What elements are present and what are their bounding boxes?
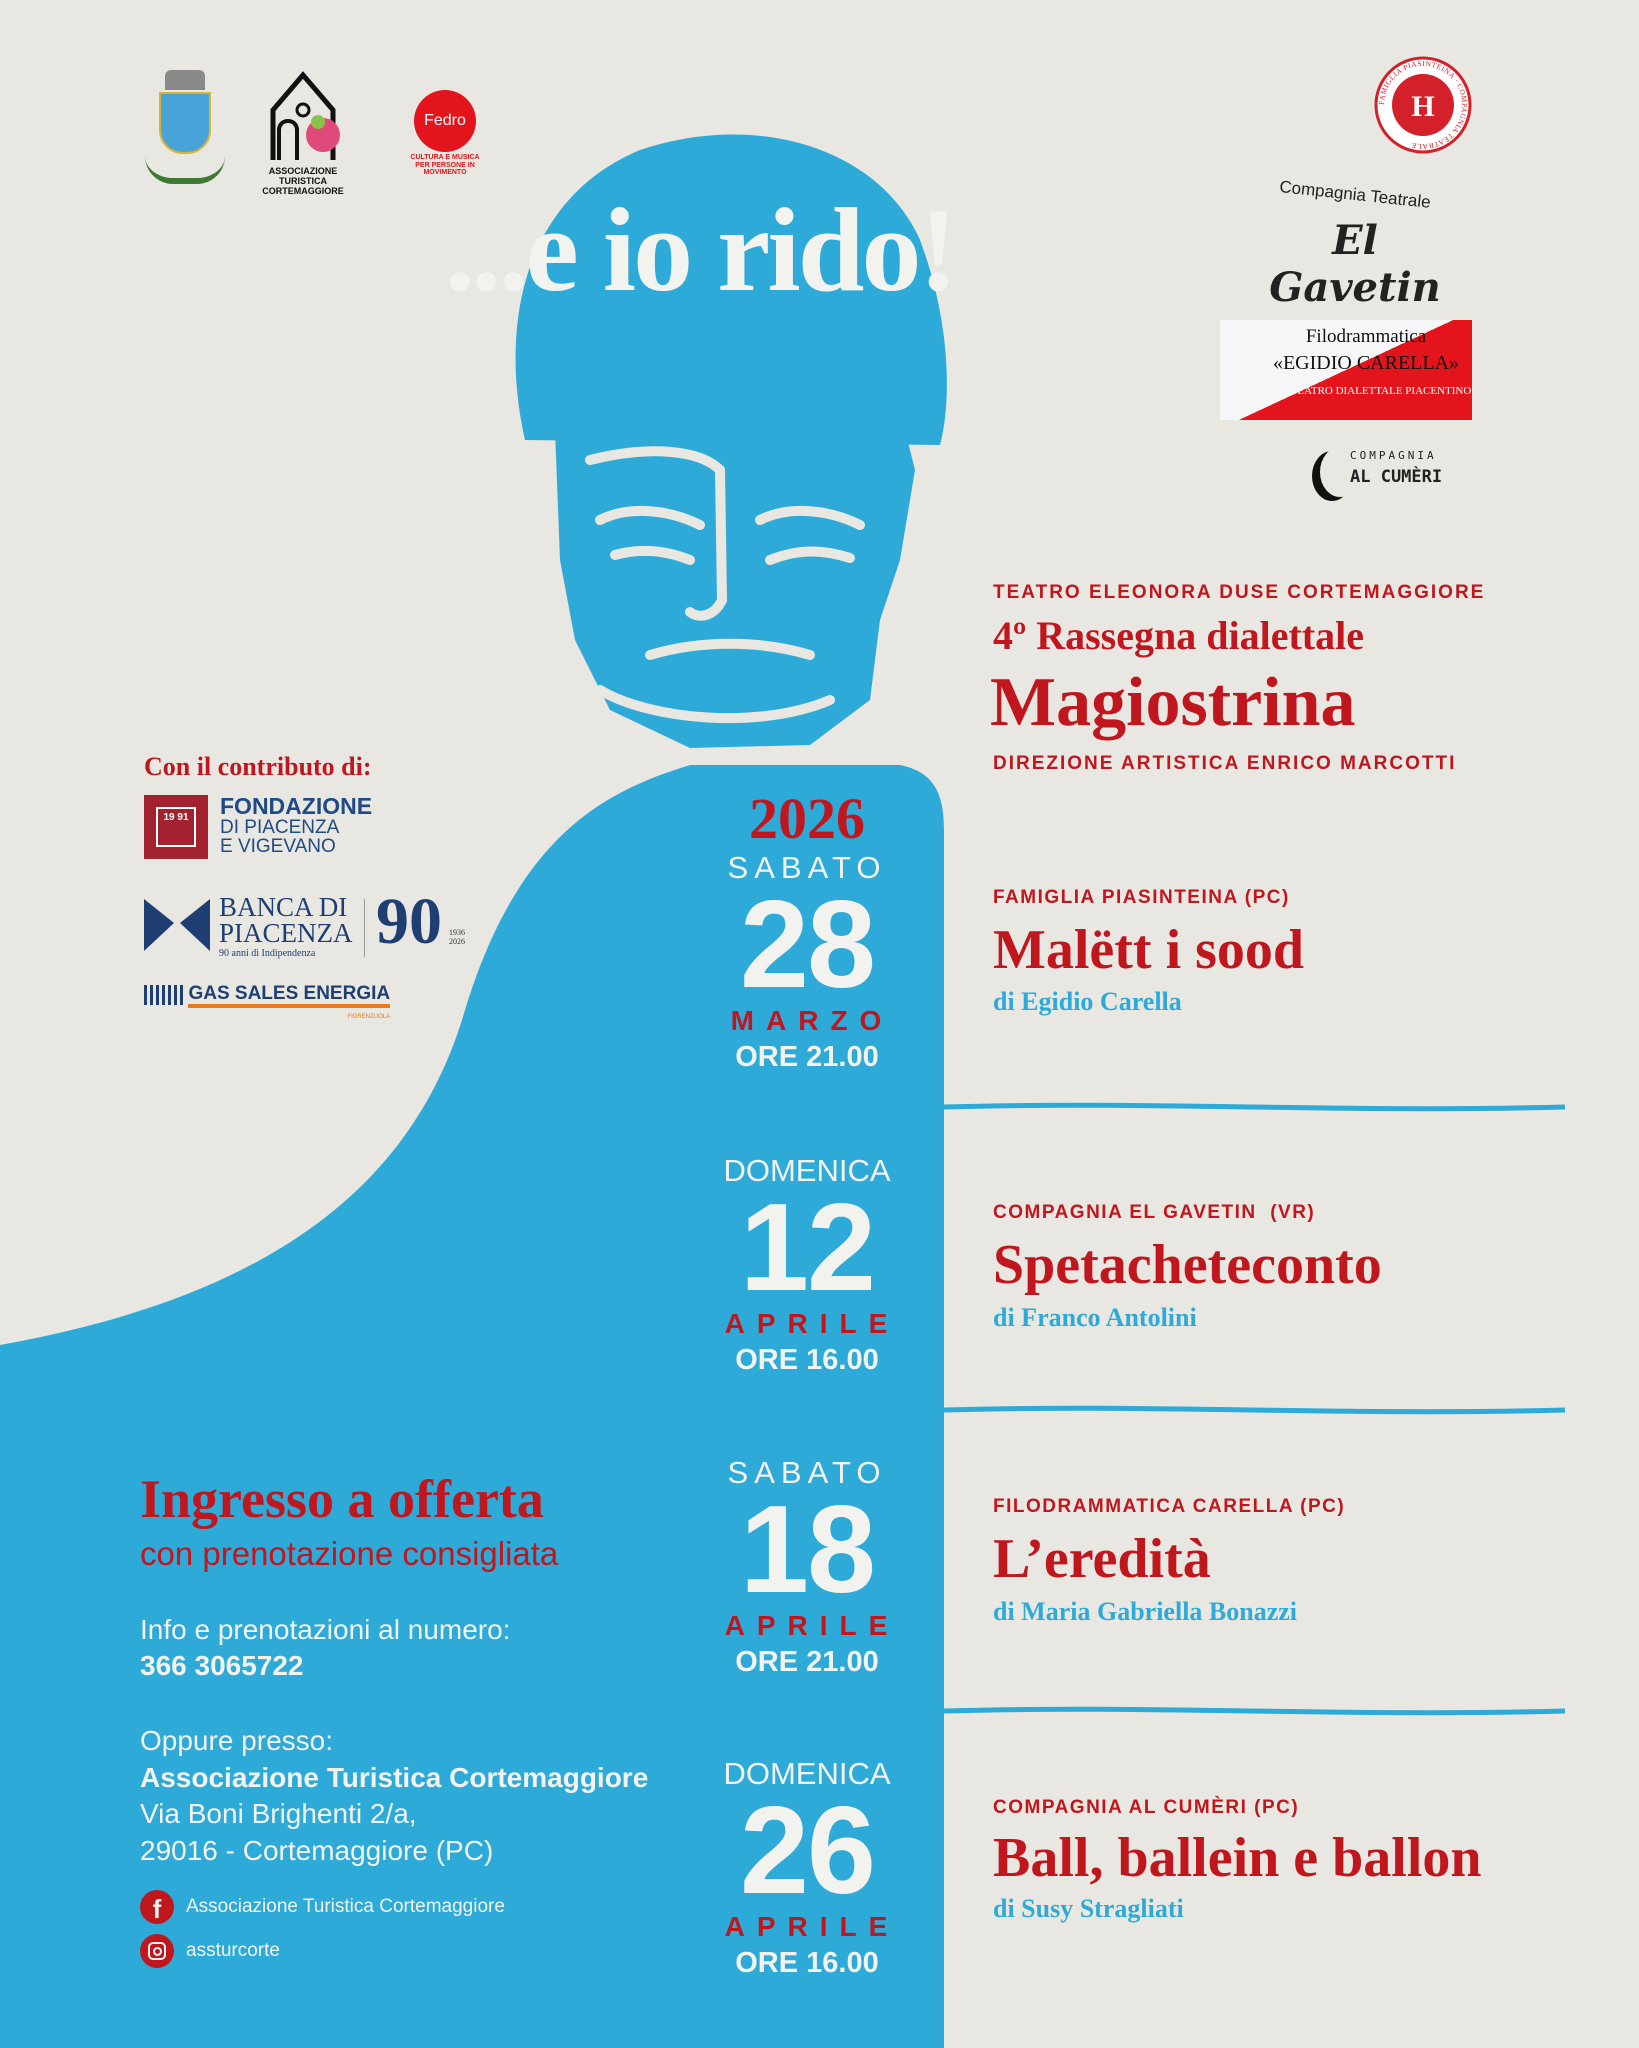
- festival-title: Magiostrina: [990, 664, 1356, 741]
- event-company: COMPAGNIA AL CUMÈRI (PC): [993, 1797, 1300, 1818]
- hat-shape: [515, 134, 947, 445]
- comune-crest-logo: [140, 70, 230, 195]
- place-name: Associazione Turistica Cortemaggiore: [140, 1762, 649, 1793]
- logo-text: GAS SALES ENERGIA: [188, 983, 391, 1008]
- associazione-turistica-logo: ASSOCIAZIONE TURISTICA CORTEMAGGIORE: [258, 70, 348, 197]
- artistic-direction: DIREZIONE ARTISTICA ENRICO MARCOTTI: [993, 753, 1457, 774]
- instagram-link[interactable]: assturcorte: [140, 1934, 280, 1968]
- time: ORE 16.00: [735, 1344, 879, 1376]
- logo-text: CULTURA E MUSICA: [410, 154, 480, 161]
- el-gavetin-logo: Compagnia Teatrale El Gavetin: [1250, 177, 1460, 311]
- alt-label: Oppure presso:: [140, 1725, 333, 1756]
- weekday: SABATO: [727, 1455, 887, 1490]
- month: MARZO: [730, 1005, 894, 1036]
- face-features: [585, 446, 865, 724]
- logo-text: PIACENZA: [219, 917, 353, 948]
- festival-subtitle: 4º Rassegna dialettale: [993, 613, 1364, 658]
- day: 28: [740, 876, 876, 1014]
- instagram-icon: [140, 1934, 174, 1968]
- year: 2026: [749, 786, 865, 851]
- event-title: Malëtt i sood: [993, 919, 1305, 981]
- event-author: di Egidio Carella: [993, 987, 1182, 1016]
- logo-text: TEATRO DIALETTALE PIACENTINO: [1290, 385, 1472, 397]
- logo-text: AL CUMÈRI: [1350, 467, 1443, 487]
- facebook-link[interactable]: f Associazione Turistica Cortemaggiore: [140, 1890, 505, 1924]
- logo-text: FIORENZUOLA: [347, 1014, 391, 1020]
- weekday: SABATO: [727, 850, 887, 885]
- logo-text: Filodrammatica: [1305, 326, 1427, 347]
- al-cumeri-logo: COMPAGNIA AL CUMÈRI: [1320, 445, 1470, 505]
- weekday: DOMENICA: [723, 1153, 891, 1188]
- body-shape: [0, 765, 944, 2048]
- gas-sales-logo: GAS SALES ENERGIA FIORENZUOLA: [144, 983, 391, 1020]
- month: APRILE: [724, 1308, 900, 1339]
- logo-text: CORTEMAGGIORE: [262, 185, 344, 196]
- logo-text: «EGIDIO CARELLA»: [1272, 352, 1460, 374]
- facebook-label: Associazione Turistica Cortemaggiore: [186, 1896, 505, 1917]
- date-block-3: SABATO 18 APRILE ORE 21.00: [707, 1457, 907, 1677]
- event-title: L’eredità: [993, 1528, 1211, 1590]
- weekday: DOMENICA: [723, 1756, 891, 1791]
- logo-text: 1936 2026: [449, 928, 465, 946]
- event-company: FILODRAMMATICA CARELLA (PC): [993, 1496, 1346, 1517]
- logo-text: E VIGEVANO: [220, 836, 336, 857]
- banca-di-piacenza-logo: BANCA DI PIACENZA 90 anni di Indipendenz…: [144, 889, 484, 965]
- day: 18: [740, 1481, 876, 1619]
- event-author: di Franco Antolini: [993, 1303, 1197, 1332]
- venue-label: TEATRO ELEONORA DUSE CORTEMAGGIORE: [993, 582, 1486, 603]
- instagram-label: assturcorte: [186, 1940, 280, 1961]
- fedro-logo: Fedro CULTURA E MUSICA PER PERSONE IN MO…: [395, 90, 495, 177]
- fedro-name: Fedro: [414, 90, 476, 152]
- time: ORE 16.00: [735, 1947, 879, 1979]
- logo-text: 90 anni di Indipendenza: [219, 948, 316, 960]
- date-block-2: DOMENICA 12 APRILE ORE 16.00: [707, 1155, 907, 1375]
- month: APRILE: [724, 1911, 900, 1942]
- logo-text: ASSOCIAZIONE: [268, 166, 338, 176]
- event-company: COMPAGNIA EL GAVETIN (VR): [993, 1202, 1316, 1223]
- entry-subheading: con prenotazione consigliata: [140, 1535, 559, 1572]
- logo-text: BANCA DI: [219, 892, 348, 922]
- event-author: di Maria Gabriella Bonazzi: [993, 1597, 1298, 1626]
- day: 26: [740, 1782, 876, 1920]
- logo-text: PER PERSONE IN MOVIMENTO: [415, 161, 475, 177]
- address-line-2: 29016 - Cortemaggiore (PC): [140, 1835, 494, 1866]
- event-author: di Susy Stragliati: [993, 1894, 1184, 1923]
- date-block-4: DOMENICA 26 APRILE ORE 16.00: [707, 1758, 907, 1978]
- svg-text:H: H: [1411, 90, 1434, 123]
- headline: ...e io rido!: [444, 183, 959, 316]
- sponsors-heading: Con il contributo di:: [144, 752, 372, 781]
- logo-text: FONDAZIONE: [220, 793, 373, 819]
- phone-number[interactable]: 366 3065722: [140, 1650, 304, 1681]
- logo-text: El Gavetin: [1269, 217, 1441, 311]
- event-title: Ball, ballein e ballon: [993, 1827, 1482, 1889]
- logo-text: TURISTICA: [279, 175, 327, 186]
- logo-text: 19 91: [156, 807, 196, 847]
- famiglia-piasinteina-logo: H FAMIGLIA PIASINTEINA · COMPAGNIA TEATR…: [1374, 56, 1472, 154]
- address-line-1: Via Boni Brighenti 2/a,: [140, 1798, 417, 1829]
- time: ORE 21.00: [735, 1041, 879, 1073]
- month: APRILE: [724, 1610, 900, 1641]
- logo-text: 90: [376, 885, 442, 958]
- day: 12: [740, 1179, 876, 1317]
- logo-text: COMPAGNIA: [1350, 449, 1437, 462]
- phone-label: Info e prenotazioni al numero:: [140, 1614, 511, 1645]
- time: ORE 21.00: [735, 1646, 879, 1678]
- date-block-1: SABATO 28 MARZO ORE 21.00: [707, 852, 907, 1072]
- dividers: [943, 1102, 1566, 1716]
- entry-heading: Ingresso a offerta: [140, 1469, 544, 1529]
- filodrammatica-carella-logo: Filodrammatica «EGIDIO CARELLA» TEATRO D…: [1220, 320, 1472, 420]
- event-title: Spetacheteconto: [993, 1234, 1382, 1296]
- facebook-icon: f: [140, 1890, 174, 1924]
- event-company: FAMIGLIA PIASINTEINA (PC): [993, 887, 1290, 908]
- logo-text: DI PIACENZA: [220, 817, 340, 838]
